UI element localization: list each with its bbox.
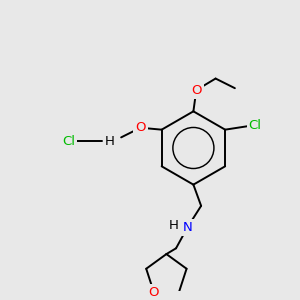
Text: Cl: Cl bbox=[62, 135, 76, 148]
Text: H: H bbox=[169, 219, 179, 232]
Text: O: O bbox=[149, 286, 159, 299]
Text: N: N bbox=[183, 220, 193, 234]
Text: H: H bbox=[105, 135, 114, 148]
Text: Cl: Cl bbox=[248, 119, 262, 132]
Text: O: O bbox=[191, 84, 202, 97]
Text: O: O bbox=[135, 121, 146, 134]
